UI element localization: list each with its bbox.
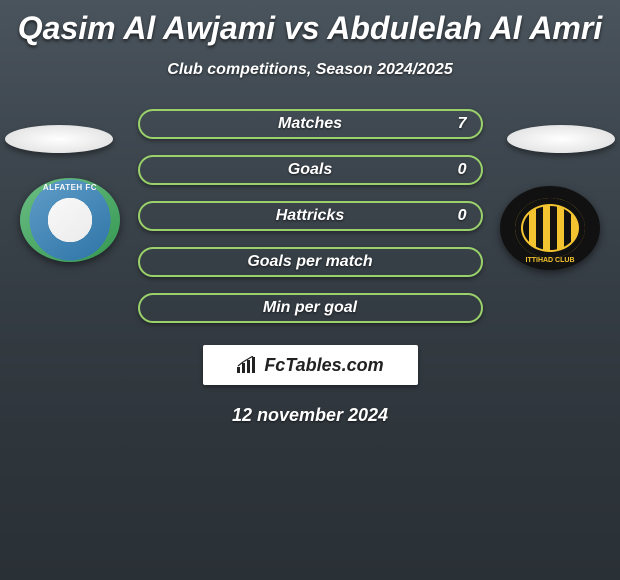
stats-list: Matches 7 Goals 0 Hattricks 0 Goals per … [138,109,483,323]
club-crest-left-label: ALFATEH FC [20,183,120,192]
stat-row-hattricks: Hattricks 0 [138,201,483,231]
stat-row-matches: Matches 7 [138,109,483,139]
stat-right-value: 0 [458,161,467,179]
player-photo-right-placeholder [507,125,615,153]
stat-label: Goals [288,161,332,179]
stat-label: Matches [278,115,342,133]
club-crest-right: ITTIHAD CLUB [500,186,600,270]
stat-right-value: 0 [458,207,467,225]
club-crest-right-label: ITTIHAD CLUB [500,257,600,264]
stat-label: Goals per match [247,253,372,271]
date-label: 12 november 2024 [0,405,620,426]
stat-row-goals: Goals 0 [138,155,483,185]
branding-box[interactable]: FcTables.com [203,345,418,385]
page-title: Qasim Al Awjami vs Abdulelah Al Amri [0,0,620,47]
brand-label: FcTables.com [264,355,383,376]
stat-right-value: 7 [458,115,467,133]
club-crest-right-stripes [515,198,585,258]
stat-row-min-per-goal: Min per goal [138,293,483,323]
stat-row-goals-per-match: Goals per match [138,247,483,277]
stat-label: Hattricks [276,207,344,225]
club-crest-left: ALFATEH FC [20,178,120,262]
player-photo-left-placeholder [5,125,113,153]
subtitle: Club competitions, Season 2024/2025 [0,61,620,79]
stat-label: Min per goal [263,299,357,317]
chart-icon [236,356,258,374]
